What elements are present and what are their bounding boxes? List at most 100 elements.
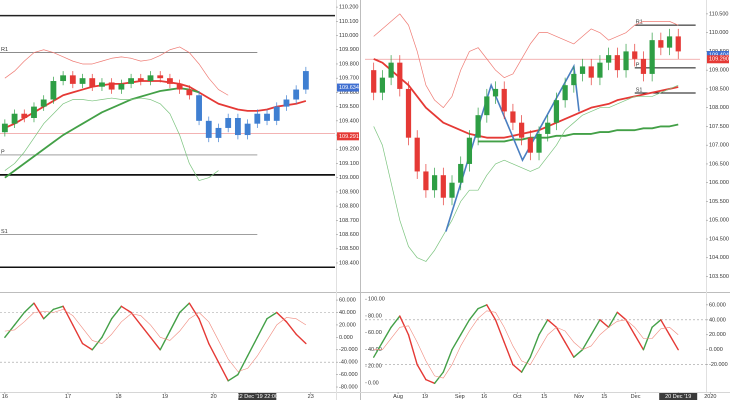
oscillator-segment [442, 348, 453, 373]
candle-body [176, 83, 183, 90]
level-label: S1 [636, 87, 643, 93]
oscillator-segment [399, 315, 410, 336]
candle-body [588, 66, 594, 78]
price-tag-label: 109.290 [709, 57, 729, 63]
candle-body [273, 106, 280, 121]
y-tick-label: 40.000 [339, 310, 356, 316]
y-tick-label: 0.000 [709, 347, 723, 353]
level-label: P [636, 62, 640, 68]
candle-body [597, 62, 603, 78]
y-tick-label: 108.600 [339, 232, 359, 238]
oscillator-segment [581, 334, 592, 351]
oscillator-segment [503, 341, 514, 366]
candle-body [186, 89, 193, 96]
oscillator-segment [4, 324, 16, 339]
y-tick-label: 108.400 [339, 260, 359, 266]
y-tick-label: 20.000 [709, 332, 726, 338]
indicator-line [373, 13, 679, 109]
candle-body [632, 51, 638, 59]
candle-body [69, 75, 76, 84]
y-tick-label: 109.500 [339, 104, 359, 110]
x-tick-highlight [659, 393, 698, 400]
oscillator-segment [101, 318, 113, 339]
candle-body [40, 99, 47, 107]
y-tick-label: 108.500 [339, 246, 359, 252]
y2-tick-label: 100.00 [368, 297, 385, 303]
oscillator-segment [237, 355, 249, 376]
oscillator-segment [52, 305, 64, 311]
oscillator-segment [512, 363, 523, 373]
oscillator-segment [390, 315, 401, 328]
y-tick-label: -20.000 [709, 362, 728, 368]
x-tick-label: 15 [601, 394, 607, 400]
candle-body [225, 117, 232, 128]
y-tick-label: -60.000 [339, 372, 358, 378]
oscillator-segment [23, 302, 35, 314]
level-label: R1 [636, 20, 643, 26]
candle-body [519, 122, 525, 138]
indicator-line [373, 84, 679, 262]
y-tick-label: 108.900 [339, 189, 359, 195]
oscillator-segment [178, 302, 191, 314]
candle-body [99, 82, 105, 87]
oscillator-segment [547, 319, 558, 328]
oscillator-segment [42, 308, 55, 320]
oscillator-segment [130, 311, 142, 326]
oscillator-segment [451, 334, 462, 351]
x-tick-label: 23 [308, 394, 314, 400]
y2-tick-label: 60.00 [368, 330, 382, 336]
oscillator-segment [486, 304, 497, 321]
candle-body [562, 85, 568, 101]
indicator-line [4, 87, 200, 179]
y-tick-label: 103.500 [709, 274, 729, 280]
candle-body [388, 62, 394, 78]
y-tick-label: 109.800 [339, 61, 359, 67]
indicator-line [478, 123, 679, 143]
candle-body [579, 66, 586, 74]
y-tick-label: -40.000 [339, 360, 358, 366]
y-tick-label: 40.000 [709, 317, 726, 323]
candle-body [31, 106, 37, 118]
candle-body [60, 75, 67, 82]
oscillator-segment [149, 336, 161, 351]
oscillator-segment [381, 326, 392, 343]
oscillator-segment [110, 305, 123, 320]
candle-body [501, 88, 507, 112]
y-tick-label: 60.000 [709, 302, 726, 308]
candle-body [449, 182, 455, 198]
y-tick-label: -20.000 [339, 347, 358, 353]
oscillator-segment [198, 318, 210, 345]
price-tag [707, 55, 729, 64]
oscillator-segment [573, 348, 584, 358]
oscillator-segment [169, 311, 181, 332]
candle-body [89, 78, 96, 87]
candle-body [21, 113, 28, 118]
candle-body [50, 81, 57, 100]
oscillator-segment [494, 319, 505, 343]
candle-body [658, 40, 664, 48]
oscillator-segment [599, 319, 610, 328]
oscillator-segment [564, 341, 575, 358]
y2-tick-label: 0.00 [368, 380, 379, 386]
candle-body [205, 120, 212, 138]
y-tick-label: 109.600 [339, 90, 359, 96]
oscillator-segment [266, 311, 278, 320]
y-tick-label: 108.800 [339, 204, 359, 210]
oscillator-segment [538, 319, 549, 336]
candle-body [510, 111, 516, 123]
oscillator-segment [477, 304, 488, 310]
level-label: R1 [1, 47, 8, 53]
candle-body [527, 137, 533, 153]
candle-body [167, 78, 173, 84]
price-tag [337, 83, 359, 92]
oscillator-segment [246, 336, 259, 357]
candle-body [1, 123, 8, 133]
oscillator-segment [425, 378, 436, 385]
candle-body [397, 62, 403, 89]
level-label: P [1, 149, 5, 155]
candle-body [484, 96, 490, 116]
x-tick-label: Dec [631, 394, 641, 400]
candle-body [536, 133, 542, 153]
y-tick-label: 109.900 [339, 47, 359, 53]
